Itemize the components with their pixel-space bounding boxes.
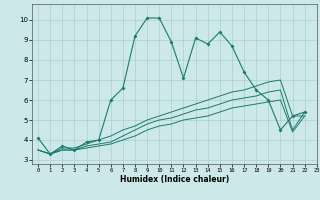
X-axis label: Humidex (Indice chaleur): Humidex (Indice chaleur): [120, 175, 229, 184]
